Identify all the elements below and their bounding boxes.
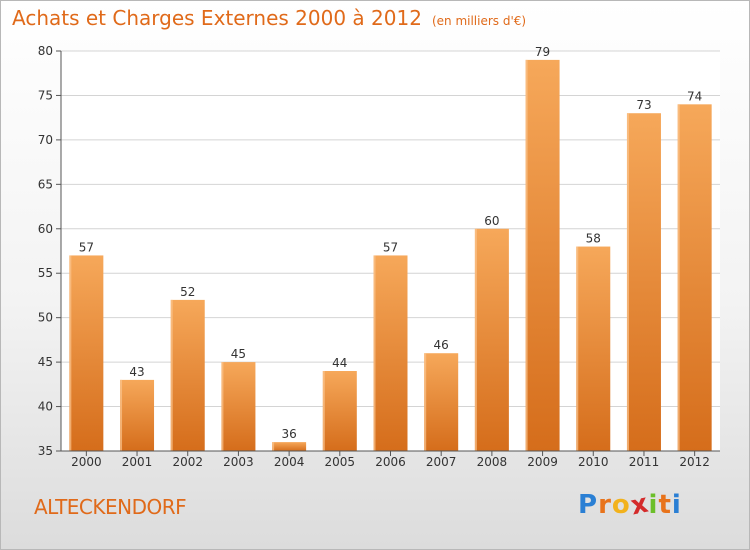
y-tick-label: 60	[38, 222, 53, 236]
bar-2007	[424, 353, 459, 451]
value-label: 44	[332, 356, 347, 370]
value-label: 79	[535, 45, 550, 59]
bar-highlight	[424, 353, 427, 451]
bar-highlight	[474, 228, 477, 451]
y-tick-label: 70	[38, 133, 53, 147]
axes: 35 40 45 50 55 60 65 70 75 80 2000 2001 2002 2003 2004…	[38, 44, 720, 469]
commune-name: ALTECKENDORF	[34, 495, 187, 519]
bar-2006	[373, 255, 408, 451]
x-tick-label: 2000	[71, 455, 102, 469]
y-tick-label: 45	[38, 355, 53, 369]
y-tick-label: 40	[38, 400, 53, 414]
bar-highlight	[322, 371, 325, 451]
bar-highlight	[373, 255, 376, 451]
logo-letter: r	[598, 490, 612, 520]
logo-letter: i	[648, 490, 659, 520]
chart-title: Achats et Charges Externes 2000 à 2012 (e…	[12, 6, 526, 30]
bar-2010	[576, 246, 611, 451]
x-tick-label: 2008	[477, 455, 508, 469]
value-label: 57	[79, 240, 94, 254]
bar-2003	[221, 362, 256, 451]
proxiti-logo: Proxiti	[578, 488, 682, 521]
bar-2005	[322, 371, 357, 451]
value-label: 57	[383, 240, 398, 254]
value-label: 43	[129, 365, 144, 379]
logo-letter: t	[658, 490, 672, 520]
x-tick-label: 2005	[325, 455, 356, 469]
bar-highlight	[69, 255, 72, 451]
value-label: 58	[586, 232, 601, 246]
x-tick-label: 2003	[223, 455, 254, 469]
bar-highlight	[120, 379, 123, 451]
bar-2008	[474, 228, 509, 451]
y-tick-label: 65	[38, 177, 53, 191]
y-tick-label: 55	[38, 266, 53, 280]
bar-highlight	[626, 113, 629, 451]
x-tick-label: 2009	[527, 455, 558, 469]
x-tick-label: 2004	[274, 455, 305, 469]
bar-highlight	[677, 104, 680, 451]
bar-highlight	[221, 362, 224, 451]
value-label: 46	[434, 338, 449, 352]
bar-2002	[170, 299, 205, 451]
y-tick-label: 75	[38, 88, 53, 102]
x-tick-label: 2007	[426, 455, 457, 469]
bar-2011	[626, 113, 661, 451]
bar-highlight	[576, 246, 579, 451]
x-tick-label: 2002	[172, 455, 203, 469]
bar-2012	[677, 104, 712, 451]
bar-highlight	[170, 299, 173, 451]
value-label: 52	[180, 285, 195, 299]
bar-2009	[525, 59, 560, 452]
bar-highlight	[272, 442, 275, 451]
title-text: Achats et Charges Externes 2000 à 2012	[12, 6, 422, 30]
y-tick-label: 50	[38, 311, 53, 325]
bar-2001	[120, 379, 155, 451]
x-tick-label: 2006	[375, 455, 406, 469]
logo-letter: P	[578, 490, 599, 520]
bar-2000	[69, 255, 104, 451]
value-label: 36	[281, 427, 296, 441]
x-tick-label: 2010	[578, 455, 609, 469]
value-label: 74	[687, 89, 702, 103]
y-tick-label: 80	[38, 44, 53, 58]
unit-label: (en milliers d'€)	[431, 14, 527, 28]
x-tick-label: 2011	[629, 455, 660, 469]
x-tick-label: 2001	[122, 455, 153, 469]
value-label: 73	[636, 98, 651, 112]
bars: 57 43 52 45 36 44 57 46 60 79 58 73 74	[69, 45, 712, 452]
value-label: 45	[231, 347, 246, 361]
x-tick-label: 2012	[679, 455, 710, 469]
value-label: 60	[484, 214, 499, 228]
bar-2004	[272, 442, 307, 451]
logo-letter: i	[671, 490, 682, 520]
y-tick-label: 35	[38, 444, 53, 458]
logo-letter: o	[611, 490, 631, 520]
bar-highlight	[525, 59, 528, 452]
